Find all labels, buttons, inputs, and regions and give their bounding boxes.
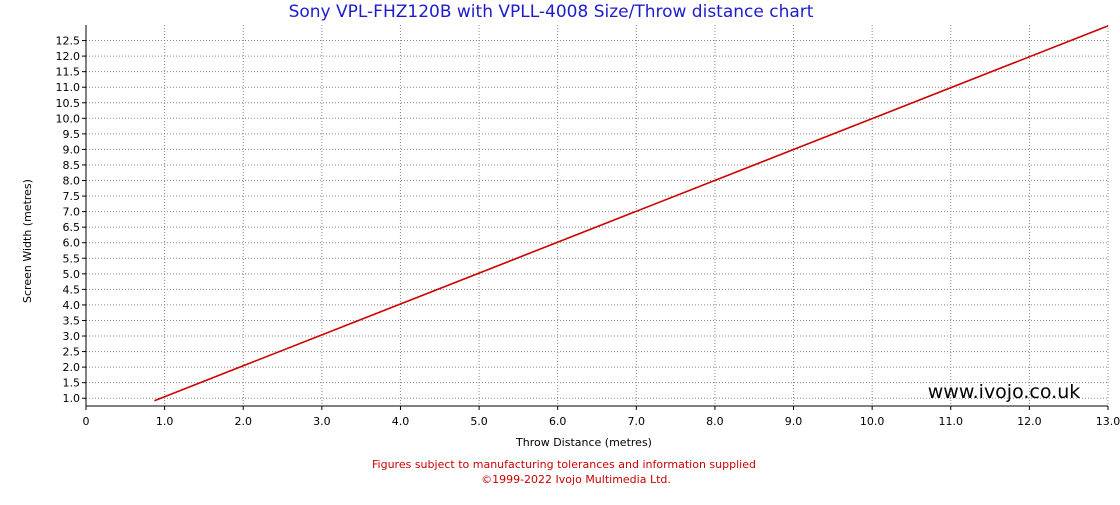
x-tick-label: 2.0 xyxy=(234,415,252,428)
y-tick-label: 2.5 xyxy=(63,346,81,359)
x-tick-label: 12.0 xyxy=(1017,415,1042,428)
y-tick-label: 7.0 xyxy=(63,206,81,219)
series xyxy=(154,26,1108,401)
axes xyxy=(86,25,1108,406)
x-tick-label: 13.0 xyxy=(1096,415,1120,428)
y-tick-label: 6.0 xyxy=(63,237,81,250)
y-tick-label: 12.5 xyxy=(56,35,81,48)
x-axis-label: Throw Distance (metres) xyxy=(515,436,652,449)
y-tick-label: 5.5 xyxy=(63,252,81,265)
y-tick-label: 9.0 xyxy=(63,143,81,156)
series-line xyxy=(154,26,1108,401)
x-tick-label: 10.0 xyxy=(860,415,885,428)
y-tick-label: 4.0 xyxy=(63,299,81,312)
x-tick-label: 4.0 xyxy=(392,415,410,428)
y-tick-label: 3.0 xyxy=(63,330,81,343)
x-tick-label: 8.0 xyxy=(706,415,724,428)
y-tick-label: 4.5 xyxy=(63,283,81,296)
footer-copyright: ©1999-2022 Ivojo Multimedia Ltd. xyxy=(481,473,671,486)
x-tick-label: 11.0 xyxy=(939,415,964,428)
y-tick-label: 9.5 xyxy=(63,128,81,141)
y-tick-label: 2.0 xyxy=(63,361,81,374)
watermark: www.ivojo.co.uk xyxy=(928,381,1081,403)
x-tick-label: 7.0 xyxy=(628,415,646,428)
x-tick-label: 0 xyxy=(83,415,90,428)
y-tick-label: 10.5 xyxy=(56,97,81,110)
x-tick-label: 6.0 xyxy=(549,415,567,428)
grid xyxy=(86,25,1108,406)
y-axis-ticks: 1.0 1.5 2.0 2.5 3.0 3.5 4.0 4.5 5.0 5.5 6.0 6.5 7.0 7… xyxy=(56,35,87,406)
y-tick-label: 5.0 xyxy=(63,268,81,281)
footer-disclaimer: Figures subject to manufacturing toleran… xyxy=(372,458,756,471)
y-tick-label: 1.0 xyxy=(63,392,81,405)
y-tick-label: 10.0 xyxy=(56,112,81,125)
y-axis-label: Screen Width (metres) xyxy=(21,179,34,303)
y-tick-label: 7.5 xyxy=(63,190,81,203)
y-tick-label: 1.5 xyxy=(63,377,81,390)
y-tick-label: 11.0 xyxy=(56,81,81,94)
y-tick-label: 11.5 xyxy=(56,66,81,79)
y-tick-label: 6.5 xyxy=(63,221,81,234)
y-tick-label: 8.0 xyxy=(63,175,81,188)
x-axis-ticks: 0 1.0 2.0 3.0 4.0 5.0 6.0 7.0 8.0 9.0 10.0 11.0 12.0… xyxy=(83,406,1120,428)
chart-title: Sony VPL-FHZ120B with VPLL-4008 Size/Thr… xyxy=(289,2,814,22)
y-tick-label: 8.5 xyxy=(63,159,81,172)
y-tick-label: 3.5 xyxy=(63,314,81,327)
x-tick-label: 9.0 xyxy=(785,415,803,428)
y-tick-label: 12.0 xyxy=(56,50,81,63)
x-tick-label: 5.0 xyxy=(470,415,488,428)
x-tick-label: 3.0 xyxy=(313,415,331,428)
x-tick-label: 1.0 xyxy=(156,415,174,428)
